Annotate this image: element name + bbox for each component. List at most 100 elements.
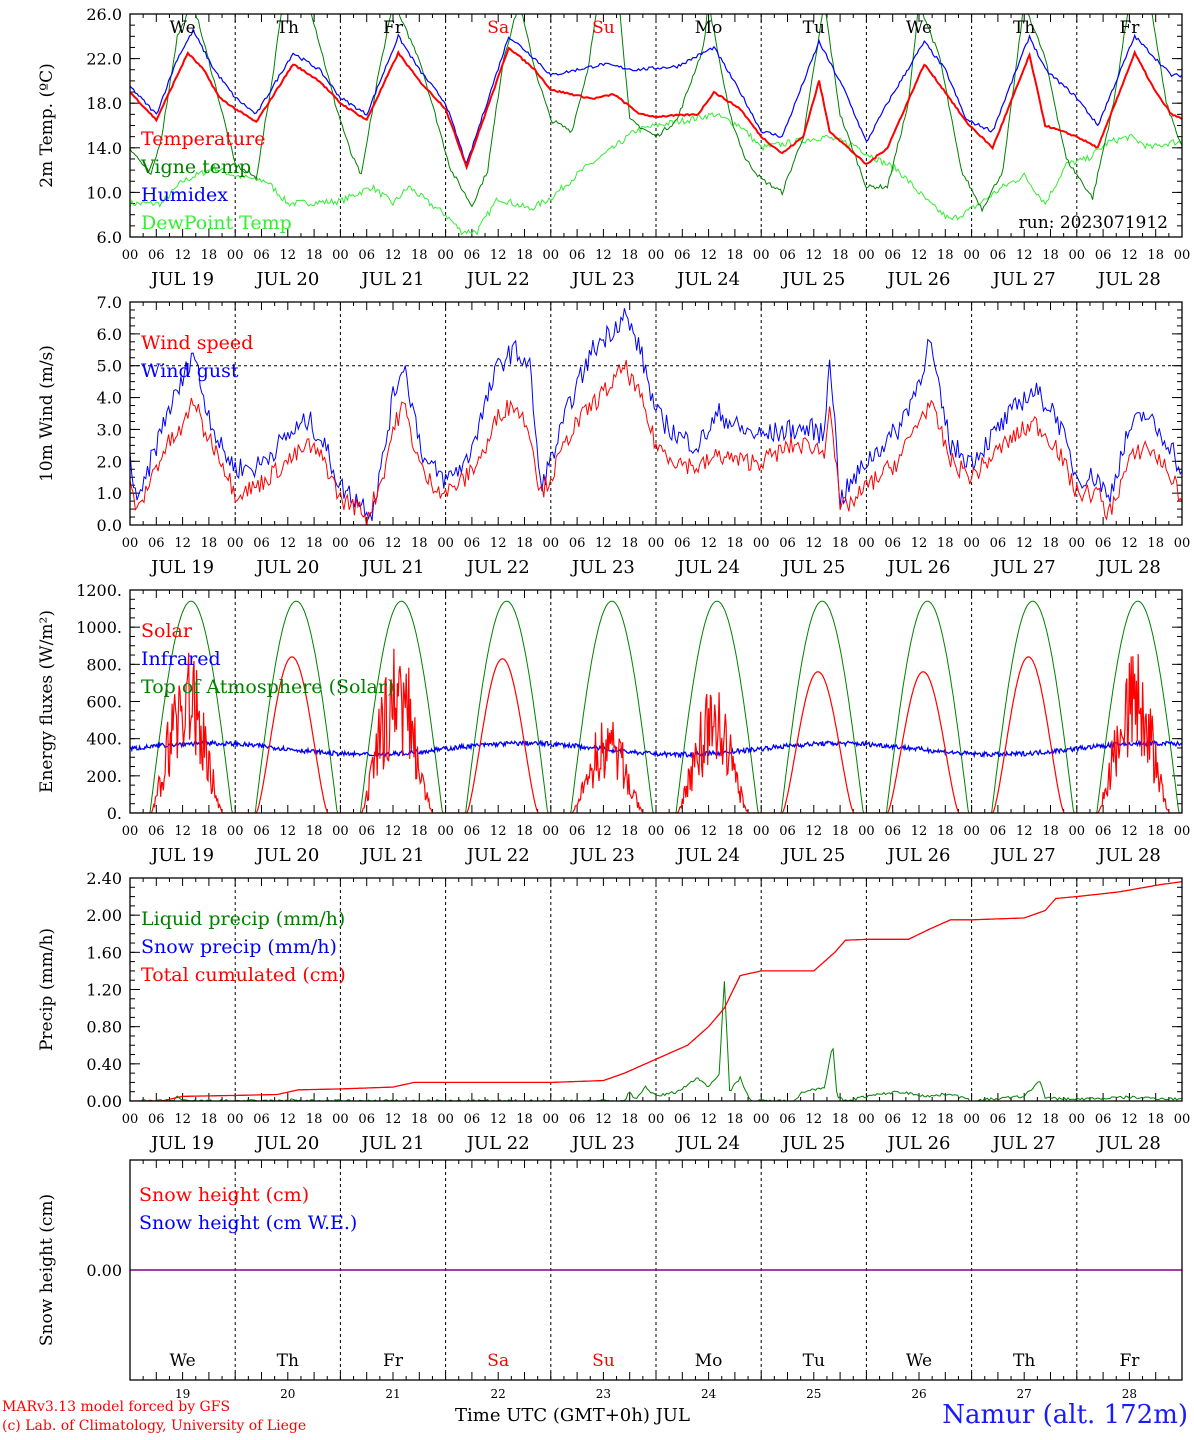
date-label: JUL 28 xyxy=(1096,1133,1161,1154)
date-label: JUL 25 xyxy=(780,269,845,290)
legend-label: Solar xyxy=(141,620,193,642)
date-label: JUL 21 xyxy=(360,1133,425,1154)
hour-tick-label: 18 xyxy=(201,824,218,839)
hour-tick-label: 00 xyxy=(437,1112,454,1127)
date-label: JUL 23 xyxy=(570,845,635,866)
y-axis-label: Precip (mm/h) xyxy=(37,928,57,1051)
hour-tick-label: 18 xyxy=(516,536,533,551)
hour-tick-label: 12 xyxy=(174,1112,191,1127)
weekday-top-label: Tu xyxy=(803,18,825,38)
panel-frame xyxy=(129,301,1183,526)
hour-tick-label: 00 xyxy=(858,1112,875,1127)
hour-tick-label: 06 xyxy=(148,248,165,263)
hour-tick-label: 18 xyxy=(727,1112,744,1127)
hour-tick-label: 06 xyxy=(779,248,796,263)
hour-tick-label: 18 xyxy=(411,248,428,263)
hour-tick-label: 12 xyxy=(385,1112,402,1127)
hour-tick-label: 00 xyxy=(543,248,560,263)
hour-tick-label: 18 xyxy=(306,1112,323,1127)
legend-label: Wind gust xyxy=(141,360,239,382)
hour-tick-label: 00 xyxy=(332,1112,349,1127)
y-tick-label: 600. xyxy=(86,693,122,712)
humidex-line xyxy=(130,27,1182,165)
hour-tick-label: 18 xyxy=(832,536,849,551)
hour-tick-label: 12 xyxy=(911,824,928,839)
hour-tick-label: 00 xyxy=(753,1112,770,1127)
hour-tick-label: 06 xyxy=(148,536,165,551)
date-label: JUL 25 xyxy=(780,557,845,578)
hour-tick-label: 18 xyxy=(937,1112,954,1127)
hour-tick-label: 06 xyxy=(674,248,691,263)
date-label: JUL 26 xyxy=(886,557,951,578)
weekday-bottom-label: Sa xyxy=(487,1351,509,1371)
date-label: JUL 27 xyxy=(991,269,1056,290)
hour-tick-label: 18 xyxy=(516,248,533,263)
total-cumulated-line xyxy=(130,881,1182,1101)
wind-speed-line xyxy=(130,359,1182,525)
hour-tick-label: 12 xyxy=(385,248,402,263)
y-tick-label: 18.0 xyxy=(86,94,122,113)
legend-label: Top of Atmosphere (Solar) xyxy=(141,676,394,698)
date-label: JUL 27 xyxy=(991,845,1056,866)
hour-tick-label: 06 xyxy=(990,824,1007,839)
date-label: JUL 21 xyxy=(360,557,425,578)
weekday-top-label: Su xyxy=(592,18,615,38)
y-tick-label: 26.0 xyxy=(86,5,122,24)
hour-tick-label: 18 xyxy=(621,248,638,263)
hour-tick-label: 00 xyxy=(1174,1112,1191,1127)
hour-tick-label: 18 xyxy=(1147,824,1164,839)
hour-tick-label: 06 xyxy=(990,248,1007,263)
hour-tick-label: 12 xyxy=(280,824,297,839)
hour-tick-label: 12 xyxy=(490,248,507,263)
legend-label: Temperature xyxy=(141,128,265,150)
hour-tick-label: 12 xyxy=(595,824,612,839)
date-label: JUL 21 xyxy=(360,269,425,290)
hour-tick-label: 12 xyxy=(490,536,507,551)
weekday-bottom-label: Th xyxy=(1013,1351,1035,1371)
hour-tick-label: 00 xyxy=(858,536,875,551)
hour-tick-label: 18 xyxy=(621,824,638,839)
hour-tick-label: 06 xyxy=(1095,824,1112,839)
weekday-bottom-label: Fr xyxy=(1119,1351,1140,1371)
legend-label: Vigne temp xyxy=(140,156,251,178)
weekday-bottom-label: Mo xyxy=(695,1351,723,1371)
hour-tick-label: 00 xyxy=(963,1112,980,1127)
hour-tick-label: 00 xyxy=(122,536,139,551)
hour-tick-label: 06 xyxy=(464,248,481,263)
hour-tick-label: 18 xyxy=(832,824,849,839)
y-tick-label: 1000. xyxy=(76,618,122,637)
date-label: JUL 23 xyxy=(570,269,635,290)
plot-area xyxy=(130,600,1182,813)
hour-tick-label: 00 xyxy=(332,536,349,551)
date-label: JUL 21 xyxy=(360,845,425,866)
hour-tick-label: 00 xyxy=(227,1112,244,1127)
date-label: JUL 22 xyxy=(465,1133,530,1154)
hour-tick-label: 18 xyxy=(832,248,849,263)
y-axis-label: 10m Wind (m/s) xyxy=(37,345,57,482)
hour-tick-label: 12 xyxy=(174,536,191,551)
hour-tick-label: 12 xyxy=(280,536,297,551)
hour-tick-label: 12 xyxy=(700,824,717,839)
hour-tick-label: 00 xyxy=(963,248,980,263)
date-label: JUL 24 xyxy=(675,557,740,578)
hour-tick-label: 06 xyxy=(779,824,796,839)
hour-tick-label: 18 xyxy=(1147,1112,1164,1127)
hour-tick-label: 00 xyxy=(858,824,875,839)
wind-gust-line xyxy=(130,308,1182,522)
hour-tick-label: 00 xyxy=(227,824,244,839)
y-tick-label: 6.0 xyxy=(97,228,122,247)
weekday-top-label: We xyxy=(170,18,196,38)
hour-tick-label: 18 xyxy=(306,248,323,263)
date-label: JUL 20 xyxy=(254,1133,319,1154)
hour-tick-label: 12 xyxy=(911,248,928,263)
hour-tick-label: 00 xyxy=(227,536,244,551)
date-label: JUL 20 xyxy=(254,557,319,578)
weekday-bottom-label: Tu xyxy=(803,1351,825,1371)
hour-tick-label: 00 xyxy=(1174,248,1191,263)
date-label: JUL 20 xyxy=(254,269,319,290)
y-tick-label: 2.0 xyxy=(97,452,122,471)
hour-tick-label: 00 xyxy=(1069,536,1086,551)
legend-label: Snow precip (mm/h) xyxy=(141,936,337,958)
date-label: JUL 22 xyxy=(465,557,530,578)
plot-area xyxy=(130,308,1182,525)
